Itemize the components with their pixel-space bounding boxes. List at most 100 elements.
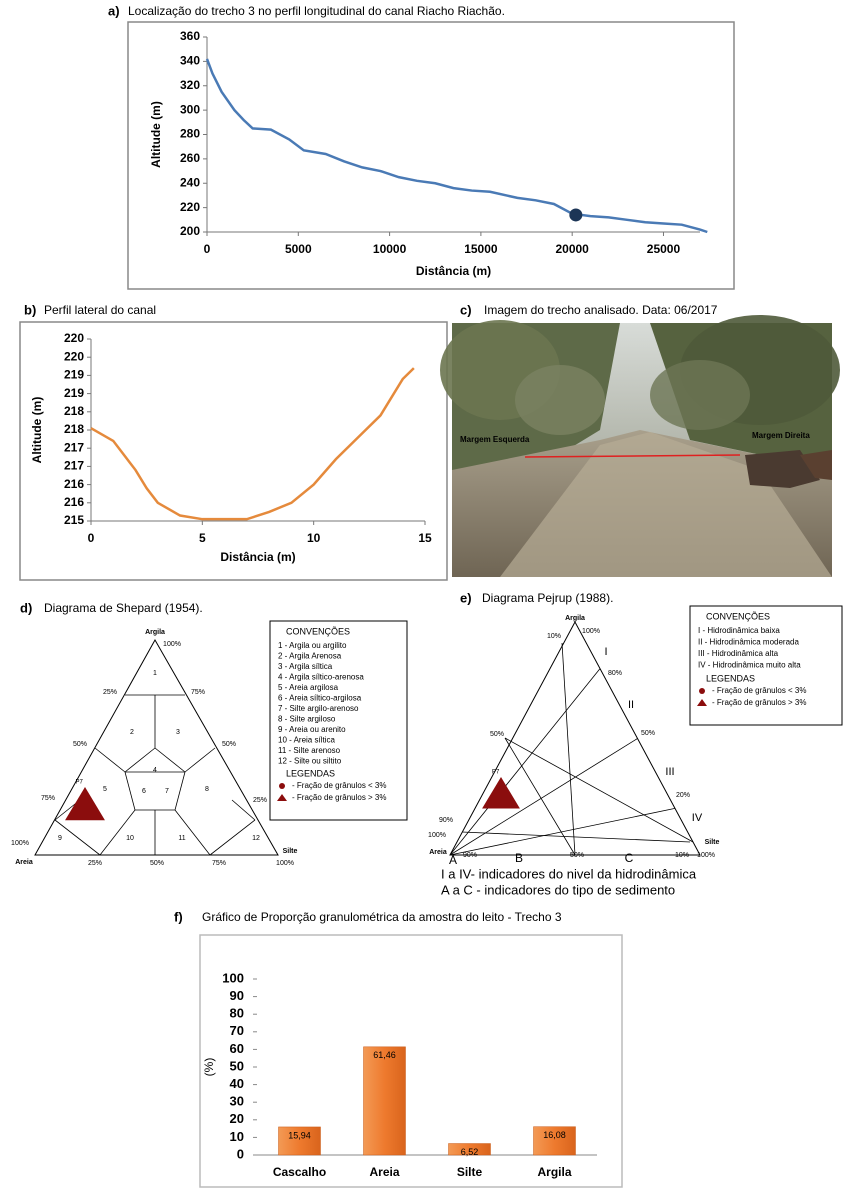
sample-marker: [482, 777, 520, 809]
photo: [440, 315, 840, 577]
vertex-label: Areia: [429, 849, 447, 856]
data-line: [205, 58, 708, 234]
zone-boundary: [449, 808, 676, 856]
region-number: 5: [103, 786, 107, 793]
axis-tick-label: 10%: [675, 852, 689, 859]
bar: [278, 1126, 321, 1156]
zone-label: IV: [692, 812, 703, 824]
region-boundary: [231, 799, 256, 821]
y-axis-label: Altitude (m): [149, 101, 163, 168]
legend-symbol: [277, 794, 287, 801]
zone-boundary: [449, 738, 638, 856]
legend-entry: 12 - Silte ou siltito: [278, 757, 342, 766]
region-number: 10: [126, 835, 134, 842]
chart-title: Gráfico de Proporção granulométrica da a…: [202, 910, 562, 924]
legend-entry: - Fração de grânulos < 3%: [292, 781, 387, 790]
legend-entry: 1 - Argila ou argilito: [278, 641, 347, 650]
legend-symbol: [697, 699, 707, 706]
axis-tick-label: 10%: [547, 633, 561, 640]
region-boundary: [154, 747, 186, 773]
axis-tick-label: 80%: [608, 670, 622, 677]
legend-entry: - Fração de grânulos < 3%: [712, 686, 807, 695]
region-boundary: [94, 747, 126, 773]
legend-entry: 11 - Silte arenoso: [278, 746, 341, 755]
frame-f: [199, 934, 623, 1188]
region-number: 8: [205, 786, 209, 793]
x-tick-label: 15000: [464, 242, 498, 256]
axis-tick-label: 100%: [11, 840, 29, 847]
y-tick-label: 360: [180, 29, 200, 43]
x-tick-label: Areia: [369, 1165, 399, 1179]
legend-entry: 3 - Argila síltica: [278, 662, 333, 671]
frame-a: [127, 21, 735, 290]
legend-subtitle: LEGENDAS: [706, 673, 755, 683]
value-label: 15,94: [288, 1130, 311, 1140]
y-tick-label: 260: [180, 151, 200, 165]
x-tick-label: 0: [204, 242, 211, 256]
axis-tick-label: 100%: [697, 852, 715, 859]
legend-subtitle: LEGENDAS: [286, 768, 335, 778]
legend-title: CONVENÇÕES: [706, 611, 770, 621]
panel-label: e): [460, 590, 472, 605]
x-tick-label: Silte: [457, 1165, 483, 1179]
y-tick-label: 60: [230, 1041, 244, 1056]
diagram-title: Diagrama Pejrup (1988).: [482, 591, 613, 605]
diagram-title: Diagrama de Shepard (1954).: [44, 601, 203, 615]
axis-tick-label: 75%: [212, 860, 226, 867]
y-tick-label: 70: [230, 1023, 244, 1038]
region-boundary: [99, 809, 136, 856]
x-axis-label: Distância (m): [416, 264, 491, 278]
zone-label: II: [628, 699, 634, 711]
legend-box: [269, 620, 408, 821]
y-tick-label: 217: [64, 459, 84, 473]
axis-tick-label: 75%: [191, 689, 205, 696]
y-tick-label: 40: [230, 1076, 244, 1091]
axis-tick-label: 50%: [641, 730, 655, 737]
axis-tick-label: 90%: [463, 852, 477, 859]
legend-entry: 9 - Areia ou arenito: [278, 725, 346, 734]
legend-entry: 8 - Silte argiloso: [278, 715, 336, 724]
y-tick-label: 340: [180, 54, 200, 68]
legend-entry: IV - Hidrodinâmica muito alta: [698, 661, 801, 670]
legend-entry: - Fração de grânulos > 3%: [712, 698, 807, 707]
region-boundary: [174, 809, 211, 856]
y-tick-label: 50: [230, 1058, 244, 1073]
region-number: 7: [165, 788, 169, 795]
vertex-label: Argila: [145, 629, 165, 636]
y-tick-label: 300: [180, 102, 200, 116]
bar: [533, 1126, 576, 1156]
sample-label: P7: [492, 770, 500, 776]
y-tick-label: 20: [230, 1111, 244, 1126]
photo-annotation: Margem Direita: [752, 431, 810, 440]
x-tick-label: Cascalho: [273, 1165, 326, 1179]
axis-tick-label: 20%: [676, 792, 690, 799]
y-tick-label: 240: [180, 175, 200, 189]
y-tick-label: 30: [230, 1094, 244, 1109]
axis-tick-label: 100%: [163, 641, 181, 648]
legend-box: [689, 605, 843, 726]
zone-boundary: [504, 737, 694, 843]
axis-tick-label: 50%: [490, 731, 504, 738]
legend-title: CONVENÇÕES: [286, 626, 350, 636]
x-tick-label: 10000: [373, 242, 407, 256]
y-tick-label: 280: [180, 127, 200, 141]
y-tick-label: 80: [230, 1006, 244, 1021]
axis-tick-label: 50%: [150, 860, 164, 867]
value-label: 61,46: [373, 1050, 396, 1060]
region-boundary: [54, 819, 101, 856]
legend-entry: 4 - Argila síltico-arenosa: [278, 673, 364, 682]
type-label: C: [625, 851, 634, 865]
axis-tick-label: 50%: [73, 741, 87, 748]
vertex-label: Silte: [705, 839, 720, 846]
x-tick-label: 0: [88, 531, 95, 545]
x-axis-label: Distância (m): [220, 550, 295, 564]
y-tick-label: 220: [64, 331, 84, 345]
axis-tick-label: 90%: [439, 817, 453, 824]
sample-label: P7: [76, 780, 84, 786]
photo-annotation: Margem Esquerda: [460, 435, 530, 444]
y-tick-label: 215: [64, 513, 84, 527]
bar: [448, 1143, 491, 1156]
type-label: A: [449, 853, 457, 867]
legend-entry: I - Hidrodinâmica baixa: [698, 626, 780, 635]
location-marker: [569, 208, 583, 222]
